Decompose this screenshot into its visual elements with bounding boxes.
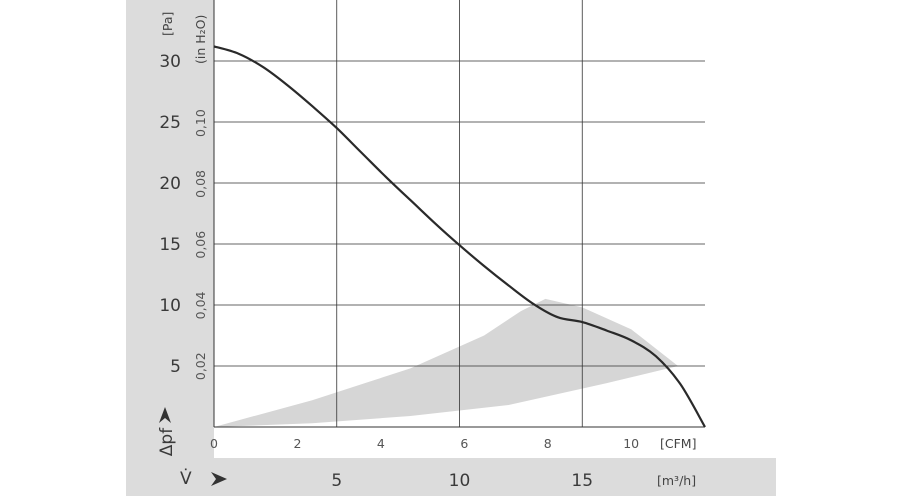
side-panel [126,0,214,458]
y-tick-label-inh2o: 0,02 [193,352,208,380]
y-tick-label-inh2o: 0,06 [193,231,208,259]
y-tick-label-pa: 15 [159,235,181,255]
x-tick-label-m3h: 15 [571,471,593,491]
x-axis-label: V̇ [180,468,192,489]
operating-band [214,298,678,427]
y-tick-label-pa: 25 [159,113,181,133]
y-axis-label-group: Δpf [157,407,177,456]
y-tick-label-pa: 20 [159,174,181,194]
x-axis-arrow-icon [211,472,227,486]
x-unit-cfm: [CFM] [660,436,696,451]
x-tick-label-cfm: 8 [544,436,552,451]
y-axis-arrow-icon [159,407,171,423]
y-tick-label-inh2o: 0,10 [193,109,208,137]
y-axis-label: Δpf [157,427,177,456]
y-tick-label-inh2o: 0,08 [193,170,208,198]
x-tick-label-m3h: 5 [331,471,342,491]
x-tick-label-cfm: 2 [293,436,301,451]
x-axis-label-group: V̇ [180,468,227,489]
x-tick-label-cfm: 10 [623,436,639,451]
y-tick-label-pa: 30 [159,52,181,72]
y-tick-label-pa: 5 [170,357,181,377]
y-unit-inh2o: (in H₂O) [193,15,208,64]
bottom-panel [126,458,776,496]
x-tick-label-cfm: 4 [377,436,385,451]
x-tick-label-cfm: 6 [460,436,468,451]
y-tick-label-inh2o: 0,04 [193,291,208,319]
pressure-curve [213,45,706,428]
x-tick-label-m3h: 10 [449,471,471,491]
x-unit-m3h: [m³/h] [657,473,696,488]
x-tick-label-cfm: 0 [210,436,218,451]
y-tick-label-pa: 10 [159,296,181,316]
y-unit-pa: [Pa] [160,12,175,36]
